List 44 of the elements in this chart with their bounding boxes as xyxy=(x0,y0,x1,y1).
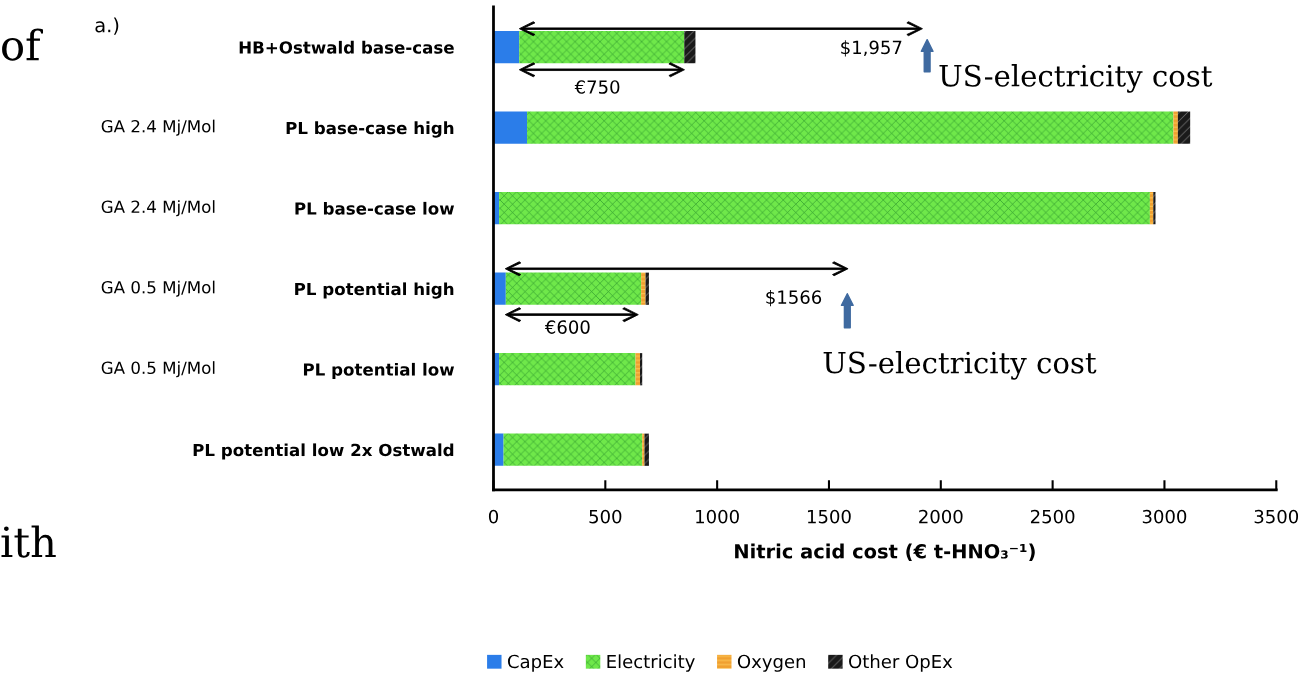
y-tick-label: PL potential low xyxy=(303,362,455,380)
bar xyxy=(503,433,643,466)
text: of xyxy=(2,28,44,61)
x-tick-label: 500 xyxy=(589,509,622,524)
legend-label: Oxygen xyxy=(737,654,805,672)
y-tick-label: PL base-case high xyxy=(286,121,454,138)
x-tick-label: 2500 xyxy=(1030,509,1075,524)
annotation: $1566 xyxy=(766,289,822,307)
bar xyxy=(644,433,649,466)
text: GA 2.4 Mj/Mol xyxy=(101,119,215,136)
text: ith xyxy=(1,525,56,558)
x-tick-label: 3500 xyxy=(1254,509,1299,524)
x-tick-label: 2000 xyxy=(919,509,963,524)
bar xyxy=(1173,111,1178,144)
bar xyxy=(493,31,520,64)
text: a.) xyxy=(95,17,119,35)
x-tick-label: 0 xyxy=(488,509,499,524)
y-tick-label: PL potential high xyxy=(295,282,454,299)
text: GA 0.5 Mj/Mol xyxy=(101,280,215,297)
bar xyxy=(684,31,696,64)
bar xyxy=(641,272,646,305)
bar xyxy=(499,353,636,386)
bar xyxy=(527,111,1174,144)
x-tick-label: 1500 xyxy=(807,509,851,524)
bar xyxy=(1177,111,1191,144)
y-tick-label: HB+Ostwald base-case xyxy=(239,40,454,54)
legend-label: Other OpEx xyxy=(849,654,953,672)
annotation: $1,957 xyxy=(841,40,902,57)
legend-label: Electricity xyxy=(607,654,695,672)
x-axis-title: Nitric acid cost (€ t-HNO₃⁻¹) xyxy=(735,543,1035,561)
legend-label: CapEx xyxy=(507,654,564,672)
annotation: US-electricity cost xyxy=(939,64,1213,93)
bar xyxy=(499,192,1150,225)
bar xyxy=(493,111,528,144)
y-tick-label: PL potential low 2x Ostwald xyxy=(193,443,454,460)
text: GA 0.5 Mj/Mol xyxy=(101,361,215,378)
x-tick-label: 3000 xyxy=(1142,509,1187,524)
bar xyxy=(1153,192,1156,225)
annotation: €750 xyxy=(574,80,620,94)
annotation: US-electricity cost xyxy=(823,351,1097,380)
text: GA 2.4 Mj/Mol xyxy=(101,200,215,217)
x-tick-label: 1000 xyxy=(696,509,739,524)
y-tick-label: PL base-case low xyxy=(295,201,455,215)
annotation: €600 xyxy=(544,320,590,334)
